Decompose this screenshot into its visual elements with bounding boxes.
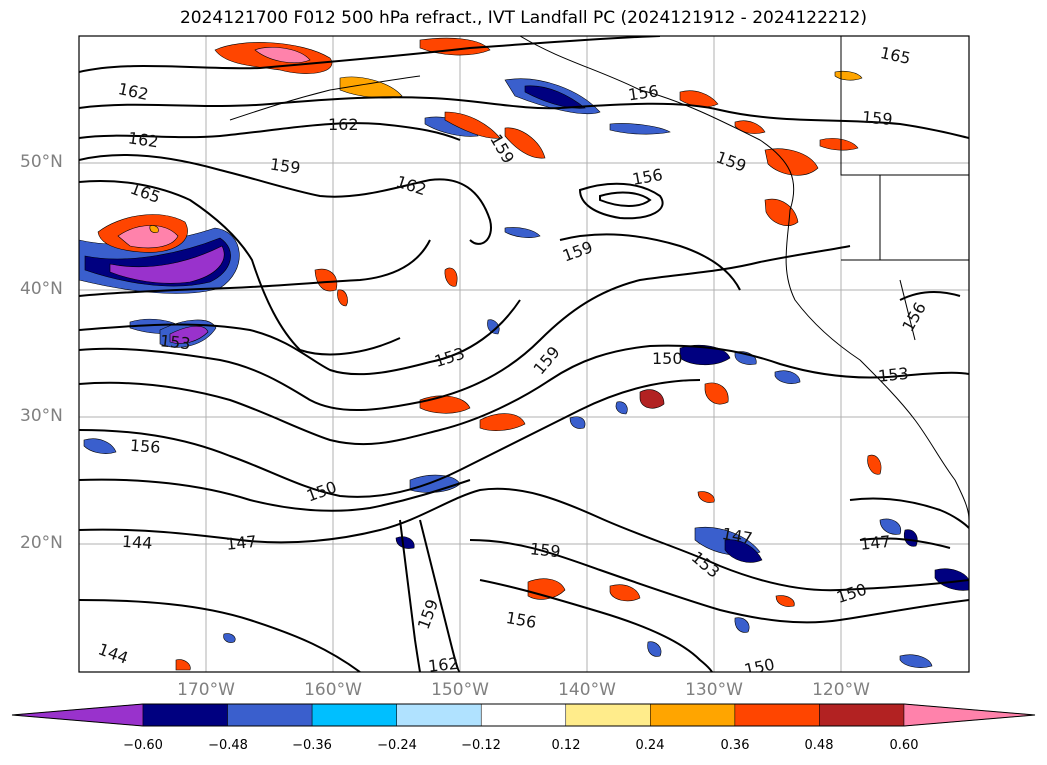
contour-label: 144 [121,532,153,553]
colorbar-outline [11,703,1036,727]
map-title: 2024121700 F012 500 hPa refract., IVT La… [179,8,867,28]
map-panel: 165 162 162 159 162 156 159 156 159 165 … [78,35,970,680]
colorbar-swatch [11,703,144,727]
shaded-anomalies [79,37,969,671]
contour-label: 147 [859,532,891,554]
colorbar-tick: 0.12 [551,738,581,753]
contour-label: 162 [127,128,160,151]
colorbar-tick: −0.24 [377,738,417,753]
lat-label-40n: 40°N [20,279,63,299]
colorbar-swatch [396,703,482,727]
colorbar-tick: −0.12 [461,738,501,753]
contour-label: 162 [427,654,459,676]
colorbar-swatch [311,703,397,727]
lat-label-50n: 50°N [20,152,63,172]
colorbar-tick: 0.24 [635,738,665,753]
contour-label: 153 [877,364,909,386]
colorbar-tick: −0.48 [208,738,248,753]
colorbar-swatch [227,703,313,727]
colorbar-swatch [819,703,905,727]
colorbar-swatch [480,703,567,727]
contour-label: 150 [652,349,683,368]
contour-label: 156 [627,81,660,104]
contour-label: 159 [861,107,893,129]
colorbar-tick: 0.60 [889,738,919,753]
lat-label-30n: 30°N [20,406,63,426]
colorbar-tick: 0.36 [720,738,750,753]
lon-label-120w: 120°W [812,680,870,700]
contour-label: 150 [743,655,777,680]
contour-label: 159 [269,155,302,178]
contour-labels: 165 162 162 159 162 156 159 156 159 165 … [96,43,930,680]
contour-label: 147 [225,532,257,554]
colorbar-tick: −0.60 [123,738,163,753]
colorbar-swatch [903,703,1036,727]
colorbar-swatch [142,703,228,727]
height-contours [79,36,969,672]
positive-anomaly-patch [679,90,719,108]
contour-label: 159 [529,539,561,561]
lon-label-150w: 150°W [431,680,489,700]
lon-label-130w: 130°W [685,680,743,700]
colorbar-tick: −0.36 [292,738,332,753]
lon-label-170w: 170°W [177,680,235,700]
colorbar-swatch [734,703,820,727]
contour-label: 156 [129,436,161,457]
contour-label: 162 [328,115,359,134]
lat-label-20n: 20°N [20,533,63,553]
colorbar-swatch [650,703,736,727]
contour-label: 153 [159,331,191,353]
map-frame [78,35,970,673]
colorbar-tick: 0.48 [804,738,834,753]
lon-label-140w: 140°W [558,680,616,700]
lon-label-160w: 160°W [304,680,362,700]
colorbar-swatch [565,703,651,727]
coastlines [229,36,969,521]
negative-anomaly-patch [679,345,731,366]
